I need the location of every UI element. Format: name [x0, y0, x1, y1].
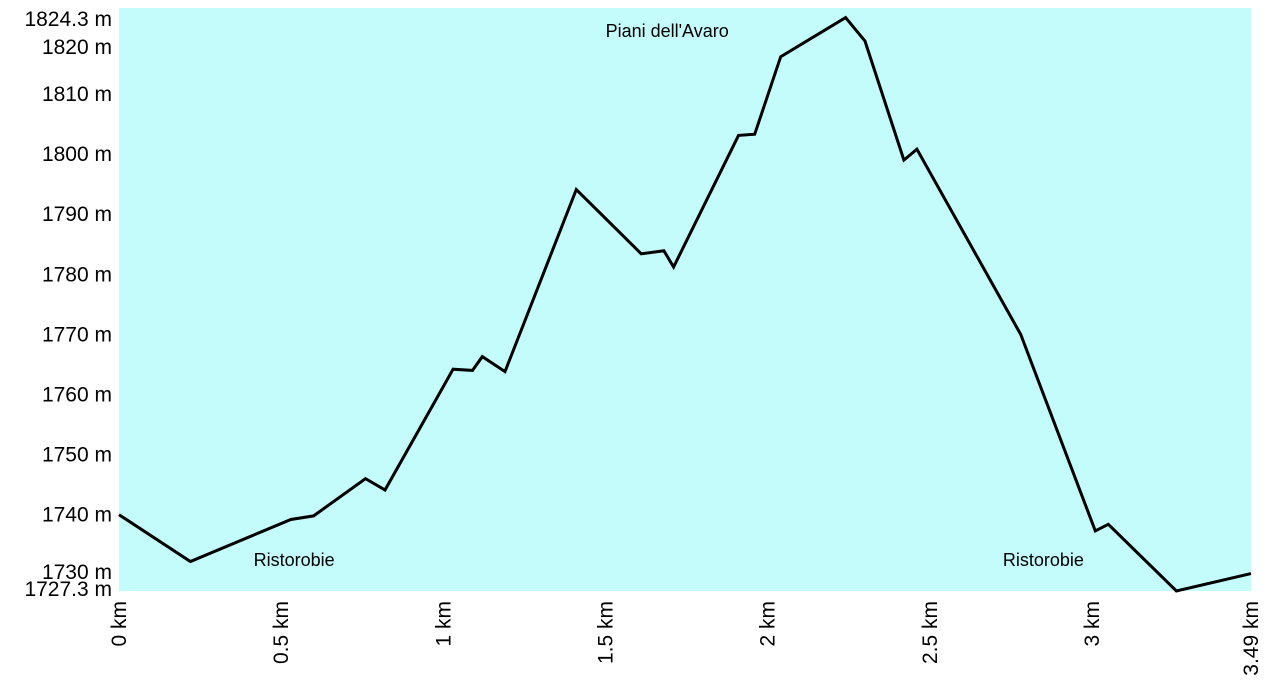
x-tick-label: 1 km: [432, 601, 455, 647]
y-tick-label: 1770 m: [42, 323, 112, 346]
x-tick-label: 0.5 km: [270, 601, 293, 664]
plot-area-background: [119, 8, 1251, 591]
x-tick-label: 2.5 km: [919, 601, 942, 664]
x-tick-label: 0 km: [108, 601, 131, 647]
y-tick-label: 1810 m: [42, 83, 112, 106]
y-tick-label: 1820 m: [42, 36, 112, 59]
y-tick-label: 1727.3 m: [24, 578, 112, 601]
x-tick-label: 1.5 km: [595, 601, 618, 664]
annotation-label: Piani dell'Avaro: [606, 21, 729, 41]
y-tick-label: 1790 m: [42, 203, 112, 226]
y-tick-label: 1730 m: [42, 561, 112, 584]
y-tick-label: 1824.3 m: [24, 8, 112, 31]
y-tick-label: 1740 m: [42, 504, 112, 527]
y-tick-label: 1780 m: [42, 263, 112, 286]
y-tick-label: 1750 m: [42, 444, 112, 467]
annotation-label: Ristorobie: [254, 550, 335, 570]
y-tick-label: 1800 m: [42, 143, 112, 166]
y-tick-label: 1760 m: [42, 383, 112, 406]
annotation-label: Ristorobie: [1003, 550, 1084, 570]
x-tick-label: 3 km: [1081, 601, 1104, 647]
x-tick-label: 2 km: [757, 601, 780, 647]
x-tick-label: 3.49 km: [1240, 601, 1263, 676]
elevation-line: [118, 15, 1252, 593]
